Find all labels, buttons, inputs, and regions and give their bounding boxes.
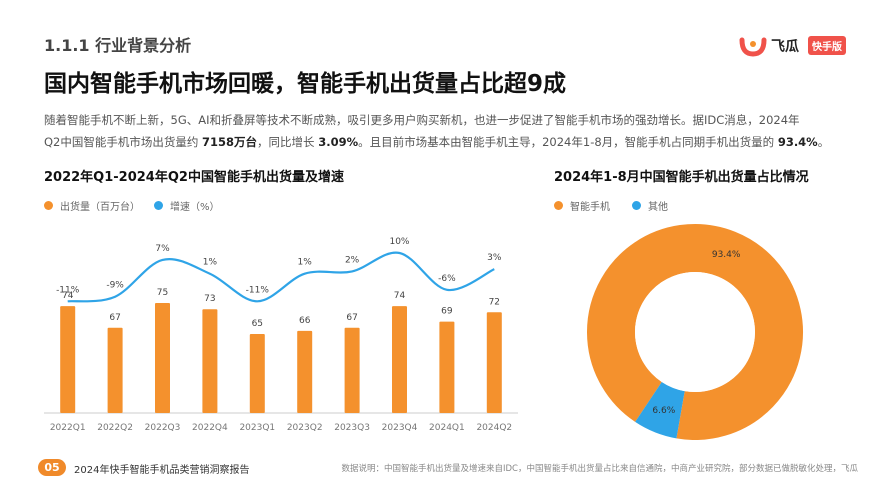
growth-label-2022Q2: -9% <box>106 281 124 291</box>
feigua-logo-icon <box>739 37 767 57</box>
growth-label-2024Q2: 3% <box>487 253 502 263</box>
bar-label-2023Q2: 66 <box>299 316 311 326</box>
body-line-1: 随着智能手机不断上新，5G、AI和折叠屏等技术不断成熟，吸引更多用户购买新机，也… <box>44 113 800 127</box>
body-line-2: Q2中国智能手机市场出货量约 7158万台，同比增长 3.09%。且目前市场基本… <box>44 131 864 153</box>
growth-label-2022Q4: 1% <box>203 258 218 268</box>
body-text: 。 <box>817 135 830 149</box>
x-tick-2024Q1: 2024Q1 <box>429 423 465 433</box>
x-tick-2022Q4: 2022Q4 <box>192 423 228 433</box>
body-text: Q2中国智能手机市场出货量约 <box>44 135 203 149</box>
right-chart-title: 2024年1-8月中国智能手机出货量占比情况 <box>554 170 809 185</box>
legend-label: 其他 <box>648 202 668 213</box>
x-tick-2022Q3: 2022Q3 <box>145 423 181 433</box>
legend-label: 智能手机 <box>570 202 610 213</box>
right-donut-chart: 93.4% 6.6% <box>587 224 803 440</box>
legend-label: 出货量（百万台） <box>60 202 140 213</box>
body-text: ，同比增长 <box>257 135 319 149</box>
bar-2024Q1 <box>439 321 455 413</box>
bar-label-2024Q1: 69 <box>441 307 453 317</box>
bar-2022Q1 <box>60 306 76 413</box>
donut-slice-智能手机 <box>587 224 803 440</box>
bar-2022Q4 <box>202 309 218 413</box>
legend-item-smartphone: 智能手机 <box>554 198 610 213</box>
legend-item-growth: 增速（%） <box>154 198 220 213</box>
logo-badge: 快手版 <box>808 36 846 55</box>
x-tick-2023Q1: 2023Q1 <box>239 423 275 433</box>
x-tick-2022Q2: 2022Q2 <box>97 423 133 433</box>
x-tick-2023Q3: 2023Q3 <box>334 423 370 433</box>
bar-label-2023Q3: 67 <box>346 313 357 323</box>
growth-label-2022Q3: 7% <box>155 244 170 254</box>
bar-2023Q3 <box>344 327 360 413</box>
footer: 05 2024年快手智能手机品类营销洞察报告 数据说明：中国智能手机出货量及增速… <box>38 458 858 478</box>
growth-label-2024Q1: -6% <box>438 274 456 284</box>
left-combo-chart: 74 2022Q1 67 2022Q2 75 2022Q3 73 2022Q4 65 2023Q1… <box>44 237 518 433</box>
legend-swatch <box>554 201 563 210</box>
left-chart-title: 2022年Q1-2024年Q2中国智能手机出货量及增速 <box>44 170 344 185</box>
growth-label-2022Q1: -11% <box>56 285 80 295</box>
bar-2022Q3 <box>155 303 170 413</box>
bar-label-2023Q4: 74 <box>394 291 406 301</box>
growth-label-2023Q2: 1% <box>298 258 313 268</box>
bar-label-2022Q3: 75 <box>157 288 168 298</box>
x-tick-2024Q2: 2024Q2 <box>476 423 512 433</box>
highlight-growth: 3.09% <box>318 135 359 149</box>
x-tick-2023Q2: 2023Q2 <box>287 423 323 433</box>
growth-label-2023Q3: 2% <box>345 255 360 265</box>
legend-item-other: 其他 <box>632 198 668 213</box>
legend-item-shipment: 出货量（百万台） <box>44 198 140 213</box>
report-name: 2024年快手智能手机品类营销洞察报告 <box>74 465 250 476</box>
legend-swatch <box>154 201 163 210</box>
bar-label-2023Q1: 65 <box>252 319 263 329</box>
bar-label-2022Q4: 73 <box>204 294 215 304</box>
page-number: 05 <box>38 459 66 476</box>
body-paragraph: 随着智能手机不断上新，5G、AI和折叠屏等技术不断成熟，吸引更多用户购买新机，也… <box>44 109 864 153</box>
x-tick-2022Q1: 2022Q1 <box>50 423 86 433</box>
bar-2023Q1 <box>249 334 265 413</box>
legend-swatch <box>44 201 53 210</box>
bar-2023Q2 <box>297 330 313 413</box>
growth-line <box>67 251 495 303</box>
bar-label-2024Q2: 72 <box>489 297 500 307</box>
data-source-note: 数据说明：中国智能手机出货量及增速来自IDC，中国智能手机出货量占比来自信通院，… <box>341 464 859 474</box>
growth-label-2023Q1: -11% <box>246 285 270 295</box>
donut-label-其他: 6.6% <box>652 406 675 416</box>
right-chart-legend: 智能手机 其他 <box>554 198 682 213</box>
bar-2023Q4 <box>392 306 407 413</box>
left-chart-legend: 出货量（百万台） 增速（%） <box>44 198 234 213</box>
legend-swatch <box>632 201 641 210</box>
bar-2024Q2 <box>486 312 502 413</box>
donut-hole <box>635 272 755 392</box>
section-label: 1.1.1 行业背景分析 <box>44 36 192 55</box>
donut-label-智能手机: 93.4% <box>712 250 741 260</box>
feigua-logo: 飞瓜 快手版 <box>738 34 850 58</box>
body-text: 。且目前市场基本由智能手机主导，2024年1-8月，智能手机占同期手机出货量的 <box>358 135 778 149</box>
bar-label-2022Q2: 67 <box>109 313 120 323</box>
legend-label: 增速（%） <box>170 202 220 213</box>
bar-2022Q2 <box>107 327 123 413</box>
donut-slice-其他 <box>635 381 686 439</box>
x-tick-2023Q4: 2023Q4 <box>382 423 418 433</box>
bar-label-2022Q1: 74 <box>62 291 74 301</box>
logo-name: 飞瓜 <box>771 39 799 55</box>
highlight-share: 93.4% <box>777 135 818 149</box>
page-title: 国内智能手机市场回暖，智能手机出货量占比超9成 <box>44 71 567 97</box>
growth-label-2023Q4: 10% <box>389 237 409 247</box>
highlight-shipment: 7158万台 <box>202 135 258 149</box>
